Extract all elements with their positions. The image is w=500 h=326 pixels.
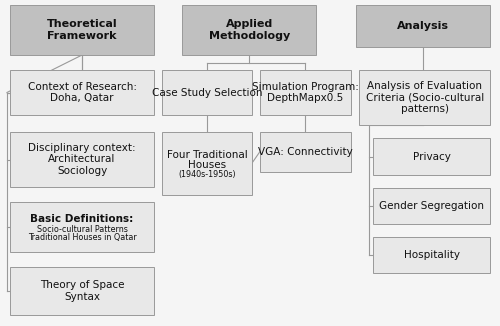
FancyBboxPatch shape	[162, 70, 252, 115]
Text: Socio-cultural Patterns: Socio-cultural Patterns	[36, 225, 128, 234]
FancyBboxPatch shape	[373, 188, 490, 224]
Text: Analysis of Evaluation
Criteria (Socio-cultural
patterns): Analysis of Evaluation Criteria (Socio-c…	[366, 81, 484, 114]
FancyBboxPatch shape	[359, 70, 490, 125]
Text: Disciplinary context:
Architectural
Sociology: Disciplinary context: Architectural Soci…	[28, 143, 136, 176]
Text: Hospitality: Hospitality	[404, 250, 460, 260]
Text: Traditional Houses in Qatar: Traditional Houses in Qatar	[28, 233, 136, 242]
Text: Simulation Program:
DepthMapx0.5: Simulation Program: DepthMapx0.5	[252, 82, 359, 103]
Text: Context of Research:
Doha, Qatar: Context of Research: Doha, Qatar	[28, 82, 136, 103]
FancyBboxPatch shape	[162, 132, 252, 195]
Text: Theoretical
Framework: Theoretical Framework	[47, 19, 118, 41]
Text: Analysis: Analysis	[398, 21, 450, 31]
FancyBboxPatch shape	[10, 132, 154, 187]
FancyBboxPatch shape	[10, 267, 154, 315]
FancyBboxPatch shape	[373, 138, 490, 175]
Text: VGA: Connectivity: VGA: Connectivity	[258, 147, 353, 157]
Text: Applied
Methodology: Applied Methodology	[208, 19, 290, 41]
FancyBboxPatch shape	[373, 237, 490, 273]
FancyBboxPatch shape	[260, 70, 351, 115]
FancyBboxPatch shape	[260, 132, 351, 172]
Text: Theory of Space
Syntax: Theory of Space Syntax	[40, 280, 124, 302]
Text: Houses: Houses	[188, 160, 226, 170]
FancyBboxPatch shape	[182, 5, 316, 55]
Text: Gender Segregation: Gender Segregation	[380, 201, 484, 211]
FancyBboxPatch shape	[356, 5, 490, 47]
FancyBboxPatch shape	[10, 70, 154, 115]
FancyBboxPatch shape	[10, 202, 154, 252]
Text: Four Traditional: Four Traditional	[166, 150, 248, 159]
Text: (1940s-1950s): (1940s-1950s)	[178, 170, 236, 179]
FancyBboxPatch shape	[10, 5, 154, 55]
Text: Basic Definitions:: Basic Definitions:	[30, 214, 134, 224]
Text: Case Study Selection: Case Study Selection	[152, 87, 262, 97]
Text: Privacy: Privacy	[413, 152, 451, 161]
